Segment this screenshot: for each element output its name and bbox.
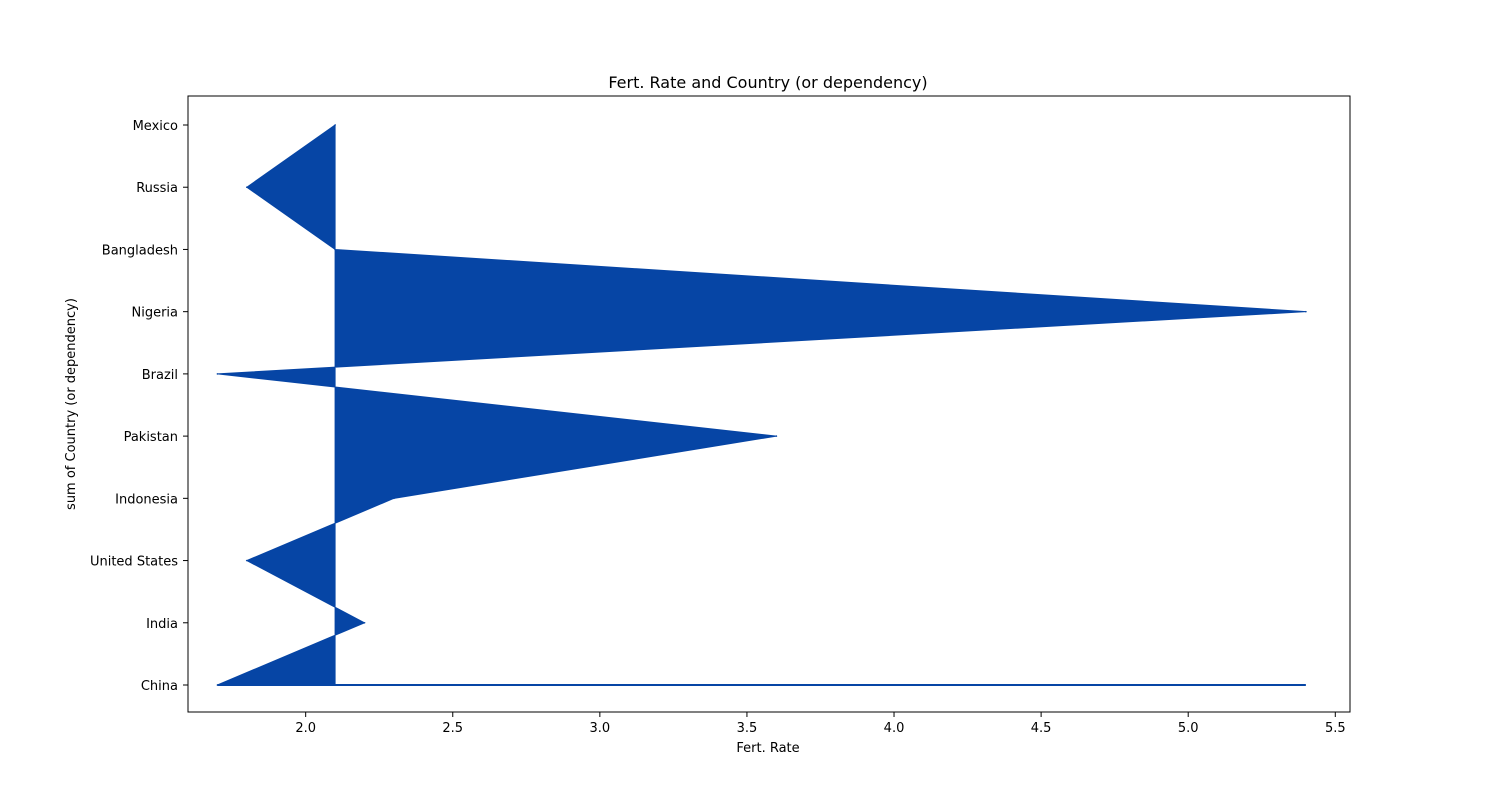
data-point-russia — [246, 186, 248, 189]
y-tick-label: Russia — [136, 181, 178, 196]
x-tick-label: 2.5 — [442, 721, 463, 736]
y-axis: China India United States Indonesia Pakistan… — [90, 119, 188, 694]
data-point-bangladesh — [334, 248, 336, 251]
series-area — [217, 124, 1306, 686]
y-tick-label: United States — [90, 555, 178, 570]
y-tick-label: Mexico — [133, 119, 178, 134]
y-tick-label: Bangladesh — [102, 243, 178, 258]
x-tick-label: 4.0 — [884, 721, 905, 736]
data-point-china — [216, 684, 219, 686]
y-tick-label: Pakistan — [124, 430, 178, 445]
chart-title: Fert. Rate and Country (or dependency) — [608, 73, 927, 92]
x-tick-label: 3.5 — [737, 721, 758, 736]
y-tick-label: Nigeria — [131, 306, 178, 321]
data-point-india — [363, 621, 366, 624]
y-axis-title: sum of Country (or dependency) — [64, 298, 79, 510]
x-axis-title: Fert. Rate — [736, 741, 799, 756]
data-point-brazil — [216, 373, 219, 375]
y-tick-label: India — [146, 617, 178, 632]
y-tick-label: Indonesia — [115, 492, 178, 507]
plot-area — [216, 124, 1307, 686]
x-tick-label: 3.0 — [590, 721, 611, 736]
x-tick-label: 4.5 — [1031, 721, 1052, 736]
data-point-mexico — [334, 124, 336, 126]
data-point-united-states — [246, 559, 248, 562]
x-axis: 2.0 2.5 3.0 3.5 4.0 4.5 5.0 5.5 — [295, 712, 1346, 736]
data-point-pakistan — [775, 435, 778, 437]
x-tick-label: 2.0 — [295, 721, 316, 736]
x-tick-label: 5.5 — [1325, 721, 1346, 736]
y-tick-label: Brazil — [142, 368, 178, 383]
y-tick-label: China — [141, 679, 178, 694]
data-point-nigeria — [1305, 310, 1307, 313]
data-point-indonesia — [393, 497, 395, 500]
x-tick-label: 5.0 — [1178, 721, 1199, 736]
plot-frame — [187, 95, 1351, 713]
